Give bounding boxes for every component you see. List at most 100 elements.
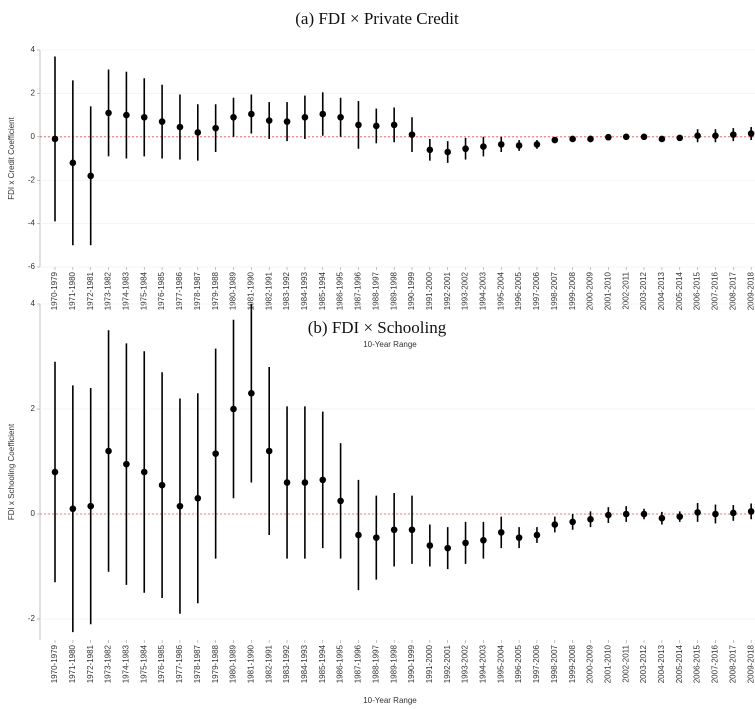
x-tick-label: 1982-1991 xyxy=(264,271,273,310)
x-tick-label: 1978-1987 xyxy=(193,644,202,683)
x-tick-label: 2007-2016 xyxy=(711,271,720,310)
x-tick-label: 1994-2003 xyxy=(479,271,488,310)
x-tick-label: 1972-1981 xyxy=(86,271,95,310)
point-estimate xyxy=(158,118,166,125)
x-tick-label: 1984-1993 xyxy=(300,271,309,310)
x-tick-label: 1970-1979 xyxy=(50,271,59,310)
x-tick-label: 1973-1982 xyxy=(104,271,113,310)
point-estimate xyxy=(176,502,184,510)
x-tick-label: 1984-1993 xyxy=(300,644,309,683)
x-tick-label: 1975-1984 xyxy=(139,644,148,683)
x-tick-label: 1973-1982 xyxy=(104,644,113,683)
point-estimate xyxy=(123,111,130,119)
point-estimate xyxy=(551,521,559,528)
y-tick-label: 2 xyxy=(31,89,36,98)
chart-title: (b) FDI × Schooling xyxy=(308,318,447,337)
x-tick-label: 2000-2009 xyxy=(586,271,595,310)
point-estimate xyxy=(747,508,755,515)
x-tick-label: 1986-1995 xyxy=(336,271,345,310)
point-estimate xyxy=(730,131,737,138)
point-estimate xyxy=(444,544,452,552)
x-tick-label: 1999-2008 xyxy=(568,644,577,683)
x-tick-label: 1992-2001 xyxy=(443,644,452,683)
y-tick-label: 2 xyxy=(31,404,36,413)
point-estimate xyxy=(426,542,434,549)
x-tick-label: 1996-2005 xyxy=(514,644,523,683)
point-estimate xyxy=(426,146,434,154)
point-estimate xyxy=(497,141,505,148)
point-estimate xyxy=(515,534,523,541)
x-tick-label: 1977-1986 xyxy=(175,644,184,683)
point-estimate xyxy=(337,113,344,121)
point-estimate xyxy=(587,135,594,143)
point-estimate xyxy=(515,142,523,149)
x-tick-label: 2005-2014 xyxy=(675,271,684,310)
x-tick-label: 2006-2015 xyxy=(693,271,702,310)
point-estimate xyxy=(105,109,112,117)
x-tick-label: 1983-1992 xyxy=(282,271,291,310)
point-estimate xyxy=(640,133,648,141)
point-estimate xyxy=(622,510,630,518)
point-estimate xyxy=(694,132,701,140)
point-estimate xyxy=(355,531,362,539)
point-estimate xyxy=(140,468,148,476)
x-tick-label: 1997-2006 xyxy=(532,644,541,683)
point-estimate xyxy=(212,450,219,457)
y-axis-label: FDI x Schooling Coefficient xyxy=(7,423,16,520)
x-tick-label: 1990-1999 xyxy=(407,644,416,683)
point-estimate xyxy=(69,159,77,167)
x-tick-label: 2000-2009 xyxy=(586,644,595,683)
x-tick-label: 1987-1996 xyxy=(354,271,363,310)
point-estimate xyxy=(212,124,219,132)
point-estimate xyxy=(51,135,59,143)
point-estimate xyxy=(194,494,202,502)
point-estimate xyxy=(444,148,452,156)
x-tick-label: 1987-1996 xyxy=(354,644,363,683)
x-tick-label: 1974-1983 xyxy=(122,644,131,683)
x-tick-label: 2007-2016 xyxy=(711,644,720,683)
x-tick-label: 1977-1986 xyxy=(175,271,184,310)
x-tick-label: 1995-2004 xyxy=(496,271,505,310)
x-axis-label: 10-Year Range xyxy=(363,696,417,705)
x-tick-label: 1991-2000 xyxy=(425,644,434,683)
y-tick-label: 4 xyxy=(31,299,36,308)
x-tick-label: 1988-1997 xyxy=(371,644,380,683)
x-tick-label: 2008-2017 xyxy=(728,271,737,310)
x-tick-label: 1979-1988 xyxy=(211,644,220,683)
x-tick-label: 1983-1992 xyxy=(282,644,291,683)
x-tick-label: 1981-1990 xyxy=(246,644,255,683)
x-tick-label: 2001-2010 xyxy=(603,271,612,310)
point-estimate xyxy=(569,135,576,143)
point-estimate xyxy=(462,145,469,153)
point-estimate xyxy=(337,497,344,505)
point-estimate xyxy=(569,518,576,526)
point-estimate xyxy=(319,476,327,484)
x-tick-label: 2005-2014 xyxy=(675,644,684,683)
point-estimate xyxy=(676,513,684,520)
point-estimate xyxy=(176,123,184,131)
point-estimate xyxy=(248,110,255,118)
x-tick-label: 1980-1989 xyxy=(229,271,238,310)
point-estimate xyxy=(605,133,612,141)
x-tick-label: 1974-1983 xyxy=(122,271,131,310)
y-tick-label: 0 xyxy=(31,509,36,518)
x-tick-label: 1971-1980 xyxy=(68,644,77,683)
x-tick-label: 1999-2008 xyxy=(568,271,577,310)
point-estimate xyxy=(301,113,309,121)
x-tick-label: 1972-1981 xyxy=(86,644,95,683)
point-estimate xyxy=(87,172,94,180)
x-tick-label: 1970-1979 xyxy=(50,644,59,683)
point-estimate xyxy=(140,113,148,121)
point-estimate xyxy=(480,536,487,544)
x-tick-label: 1978-1987 xyxy=(193,271,202,310)
x-tick-label: 2009-2018 xyxy=(746,644,755,683)
point-estimate xyxy=(658,135,666,143)
point-estimate xyxy=(265,447,273,455)
x-tick-label: 1979-1988 xyxy=(211,271,220,310)
x-axis-label: 10-Year Range xyxy=(363,340,417,349)
point-estimate xyxy=(230,405,237,413)
y-tick-label: -2 xyxy=(28,175,36,184)
y-axis-label: FDI x Credit Coefficient xyxy=(7,116,16,199)
point-estimate xyxy=(533,141,541,148)
